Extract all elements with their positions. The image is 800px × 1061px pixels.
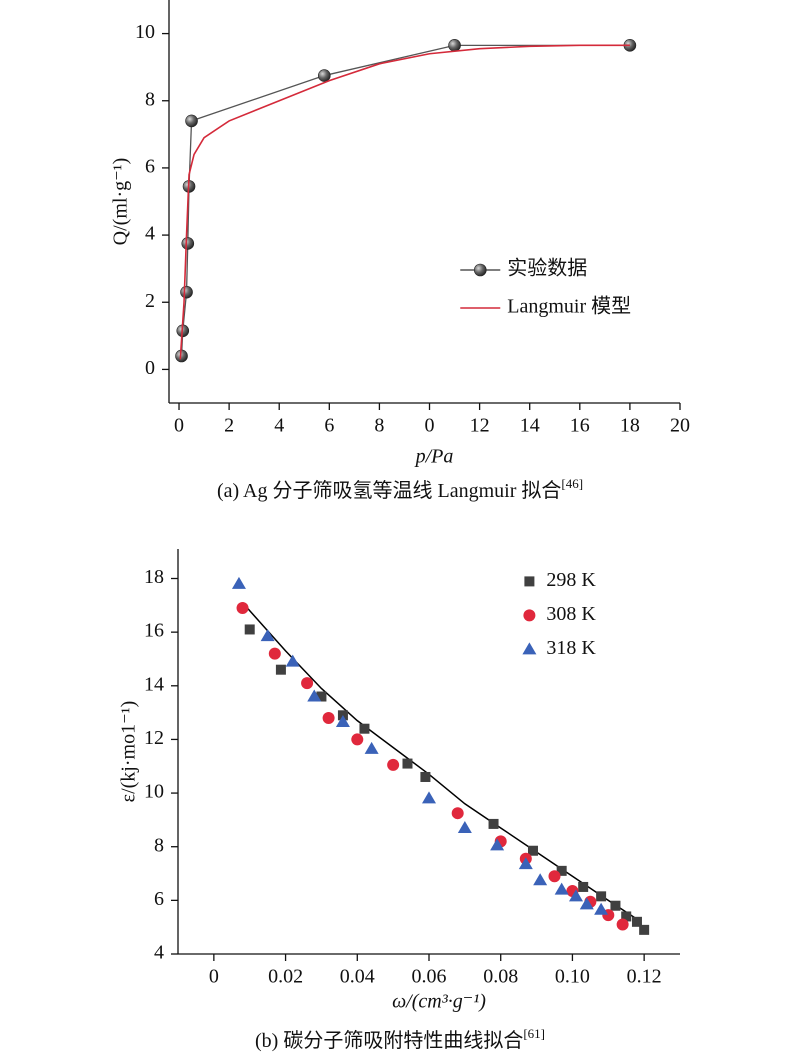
marker bbox=[518, 857, 533, 870]
caption: (b) 碳分子筛吸附特性曲线拟合[61] bbox=[255, 1026, 545, 1052]
marker bbox=[402, 758, 413, 769]
legend-marker bbox=[524, 576, 535, 587]
y-axis-label: Q/(ml·g⁻¹) bbox=[110, 158, 132, 246]
marker bbox=[579, 897, 594, 910]
series-line bbox=[179, 44, 630, 360]
y-tick-label: 14 bbox=[144, 673, 164, 695]
x-tick-label: 18 bbox=[620, 415, 640, 437]
marker bbox=[631, 916, 642, 927]
marker bbox=[548, 870, 561, 883]
x-tick-label: 6 bbox=[324, 415, 334, 437]
y-tick-label: 12 bbox=[144, 727, 164, 749]
legend-label: 308 K bbox=[546, 603, 596, 625]
marker bbox=[554, 882, 569, 895]
x-tick-label: 12 bbox=[470, 415, 490, 437]
x-tick-label: 0.12 bbox=[627, 966, 662, 988]
y-tick-label: 10 bbox=[144, 781, 164, 803]
x-tick-label: 0 bbox=[209, 966, 219, 988]
legend-label: 318 K bbox=[546, 637, 596, 659]
y-tick-label: 18 bbox=[144, 566, 164, 588]
y-tick-label: 6 bbox=[154, 888, 164, 910]
marker bbox=[448, 39, 461, 52]
marker bbox=[359, 723, 370, 734]
marker bbox=[621, 911, 632, 922]
x-tick-label: 2 bbox=[224, 415, 234, 437]
marker bbox=[594, 902, 609, 915]
marker bbox=[533, 873, 548, 886]
y-tick-label: 4 bbox=[154, 942, 164, 964]
marker bbox=[268, 647, 281, 660]
marker bbox=[490, 838, 505, 851]
x-tick-label: 16 bbox=[570, 415, 590, 437]
marker bbox=[322, 711, 335, 724]
legend-marker bbox=[522, 642, 537, 655]
y-tick-label: 4 bbox=[145, 223, 155, 245]
x-tick-label: 20 bbox=[670, 415, 690, 437]
x-tick-label: 0 bbox=[425, 415, 435, 437]
x-tick-label: 0.08 bbox=[483, 966, 518, 988]
marker bbox=[451, 807, 464, 820]
legend-label: 实验数据 bbox=[507, 257, 587, 280]
marker bbox=[616, 918, 629, 931]
marker bbox=[316, 691, 327, 702]
marker bbox=[422, 791, 436, 804]
legend-marker bbox=[523, 609, 536, 622]
y-tick-label: 8 bbox=[145, 88, 155, 110]
marker bbox=[351, 733, 364, 746]
legend-marker bbox=[473, 263, 487, 277]
fit-curve bbox=[241, 602, 638, 920]
marker bbox=[457, 820, 472, 833]
marker bbox=[180, 285, 193, 299]
x-tick-label: 0.02 bbox=[268, 966, 303, 988]
marker bbox=[307, 689, 322, 702]
marker bbox=[556, 865, 567, 876]
marker bbox=[231, 576, 246, 589]
marker bbox=[275, 664, 286, 675]
marker bbox=[301, 677, 314, 690]
marker bbox=[569, 889, 584, 902]
marker bbox=[420, 771, 431, 782]
x-tick-label: 4 bbox=[274, 415, 284, 437]
marker bbox=[236, 602, 249, 615]
marker bbox=[527, 845, 538, 856]
x-tick-label: 0 bbox=[174, 415, 184, 437]
marker bbox=[185, 114, 198, 128]
caption-text: (a) Ag 分子筛吸氢等温线 Langmuir 拟合 bbox=[217, 479, 561, 502]
y-tick-label: 8 bbox=[154, 834, 164, 856]
marker bbox=[181, 237, 195, 250]
marker bbox=[639, 924, 650, 935]
y-axis-label: ε/(kj·mo1⁻¹) bbox=[118, 701, 140, 803]
x-axis-label: ω/(cm³·g⁻¹) bbox=[392, 991, 486, 1013]
marker bbox=[260, 629, 275, 642]
x-tick-label: 0.06 bbox=[412, 966, 447, 988]
y-tick-label: 2 bbox=[145, 290, 155, 312]
caption-text: (b) 碳分子筛吸附特性曲线拟合 bbox=[255, 1029, 523, 1052]
y-tick-label: 16 bbox=[144, 620, 164, 642]
marker bbox=[318, 69, 331, 82]
marker bbox=[387, 758, 400, 771]
marker bbox=[335, 714, 350, 727]
x-tick-label: 8 bbox=[374, 415, 384, 437]
x-tick-label: 0.10 bbox=[555, 966, 590, 988]
citation: [61] bbox=[523, 1026, 545, 1041]
x-tick-label: 14 bbox=[520, 415, 540, 437]
marker bbox=[578, 881, 589, 892]
marker bbox=[610, 900, 621, 911]
marker bbox=[244, 624, 255, 635]
marker bbox=[596, 891, 607, 902]
x-tick-label: 0.04 bbox=[340, 966, 375, 988]
marker bbox=[488, 818, 499, 829]
y-tick-label: 10 bbox=[135, 21, 155, 43]
legend-label: 298 K bbox=[546, 569, 596, 591]
y-tick-label: 0 bbox=[145, 357, 155, 379]
caption: (a) Ag 分子筛吸氢等温线 Langmuir 拟合[46] bbox=[217, 476, 583, 502]
x-axis-label: p/Pa bbox=[414, 446, 454, 468]
citation: [46] bbox=[561, 476, 583, 491]
marker bbox=[285, 654, 300, 667]
legend-label: Langmuir 模型 bbox=[507, 295, 631, 318]
marker bbox=[364, 741, 379, 754]
y-tick-label: 6 bbox=[145, 156, 155, 178]
